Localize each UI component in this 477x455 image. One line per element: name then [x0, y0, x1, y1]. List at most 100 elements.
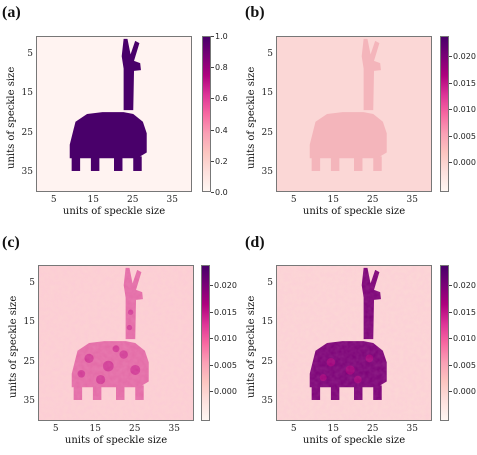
colorbar-tick-mark	[211, 129, 214, 131]
y-tick-label: 25	[23, 356, 35, 367]
panel-label: (d)	[245, 234, 265, 251]
y-tick-label: 35	[23, 396, 35, 407]
colorbar-tick-mark	[449, 82, 452, 84]
panel-label: (b)	[245, 4, 265, 21]
colorbar-tick-mark	[211, 36, 214, 37]
y-axis-label: units of speckle size	[246, 66, 257, 169]
image-plot	[36, 36, 192, 192]
colorbar-tick-label: 0.8	[215, 63, 228, 73]
colorbar-tick-mark	[449, 56, 452, 58]
colorbar-tick-mark	[210, 391, 213, 393]
colorbar-tick-label: 0.000	[453, 158, 476, 168]
llama-image	[39, 266, 193, 420]
colorbar-tick-mark	[211, 192, 214, 193]
colorbar-tick-label: 0.010	[453, 105, 476, 115]
y-tick-label: 35	[261, 396, 273, 407]
colorbar	[201, 265, 210, 421]
x-tick-label: 35	[406, 195, 418, 205]
colorbar-tick-mark	[210, 285, 213, 287]
y-tick-label: 25	[261, 127, 273, 138]
colorbar-tick-label: 0.0	[215, 188, 228, 197]
colorbar-tick-mark	[449, 162, 452, 164]
x-tick-label: 15	[327, 195, 339, 205]
x-tick-label: 35	[406, 424, 418, 434]
colorbar-tick-mark	[449, 135, 452, 137]
colorbar-tick-label: 0.6	[215, 94, 228, 104]
colorbar-tick-label: 0.015	[214, 307, 237, 317]
y-tick-label: 35	[21, 167, 33, 178]
colorbar-tick-label: 0.015	[453, 78, 476, 88]
llama-image	[277, 37, 431, 191]
llama-image	[277, 266, 431, 420]
colorbar-tick-label: 0.015	[453, 307, 476, 317]
x-tick-label: 35	[166, 195, 178, 205]
image-plot	[276, 36, 432, 192]
image-plot	[38, 265, 194, 421]
colorbar-tick-label: 0.005	[214, 360, 237, 370]
colorbar-tick-label: 0.010	[214, 334, 237, 344]
x-tick-label: 5	[290, 424, 297, 434]
llama-silhouette	[69, 38, 147, 171]
colorbar-tick-mark	[211, 98, 214, 100]
colorbar-tick-mark	[449, 391, 452, 393]
x-tick-label: 25	[127, 195, 139, 205]
y-tick-label: 15	[21, 88, 33, 99]
colorbar-tick-mark	[211, 67, 214, 69]
llama-image	[37, 37, 191, 191]
panel-label: (c)	[2, 234, 20, 251]
x-tick-label: 5	[290, 195, 297, 205]
y-tick-label: 35	[261, 167, 273, 178]
y-tick-label: 25	[21, 127, 33, 138]
colorbar-tick-label: 0.010	[453, 334, 476, 344]
llama-silhouette	[309, 38, 387, 171]
y-tick-label: 5	[267, 48, 273, 59]
y-tick-label: 5	[29, 277, 35, 288]
colorbar	[202, 36, 211, 192]
x-tick-label: 15	[89, 424, 101, 434]
y-tick-label: 15	[261, 88, 273, 99]
colorbar-tick-label: 0.000	[214, 387, 237, 397]
x-tick-label: 5	[52, 424, 59, 434]
y-tick-label: 15	[23, 317, 35, 328]
colorbar-tick-mark	[449, 364, 452, 366]
y-tick-label: 5	[27, 48, 33, 59]
colorbar-tick-label: 0.2	[215, 156, 228, 166]
y-tick-label: 25	[261, 356, 273, 367]
y-tick-label: 15	[261, 317, 273, 328]
image-plot	[276, 265, 432, 421]
x-tick-label: 15	[87, 195, 99, 205]
colorbar-tick-label: 0.005	[453, 360, 476, 370]
x-tick-label: 25	[367, 195, 379, 205]
y-axis-label: units of speckle size	[6, 66, 17, 169]
colorbar-tick-label: 1.0	[215, 32, 228, 41]
y-axis-label: units of speckle size	[8, 295, 19, 398]
x-axis-label: units of speckle size	[64, 435, 168, 446]
colorbar-tick-mark	[210, 338, 213, 340]
colorbar-tick-mark	[449, 109, 452, 111]
colorbar-tick-mark	[210, 364, 213, 366]
colorbar-tick-mark	[449, 338, 452, 340]
colorbar-tick-label: 0.4	[215, 125, 228, 135]
colorbar-tick-label: 0.000	[453, 387, 476, 397]
colorbar-tick-mark	[211, 160, 214, 162]
colorbar-tick-mark	[449, 285, 452, 287]
x-axis-label: units of speckle size	[302, 435, 406, 446]
y-axis-label: units of speckle size	[246, 295, 257, 398]
x-axis-label: units of speckle size	[302, 206, 406, 217]
y-tick-label: 5	[267, 277, 273, 288]
x-axis-label: units of speckle size	[62, 206, 166, 217]
x-tick-label: 35	[168, 424, 180, 434]
colorbar-tick-label: 0.020	[453, 52, 476, 62]
colorbar-tick-mark	[449, 311, 452, 313]
colorbar-tick-label: 0.020	[453, 281, 476, 291]
x-tick-label: 25	[367, 424, 379, 434]
colorbar	[440, 265, 449, 421]
x-tick-label: 25	[129, 424, 141, 434]
x-tick-label: 5	[50, 195, 57, 205]
colorbar-tick-mark	[210, 311, 213, 313]
x-tick-label: 15	[327, 424, 339, 434]
colorbar-tick-label: 0.005	[453, 131, 476, 141]
colorbar-tick-label: 0.020	[214, 281, 237, 291]
panel-label: (a)	[2, 4, 21, 21]
colorbar	[440, 36, 449, 192]
